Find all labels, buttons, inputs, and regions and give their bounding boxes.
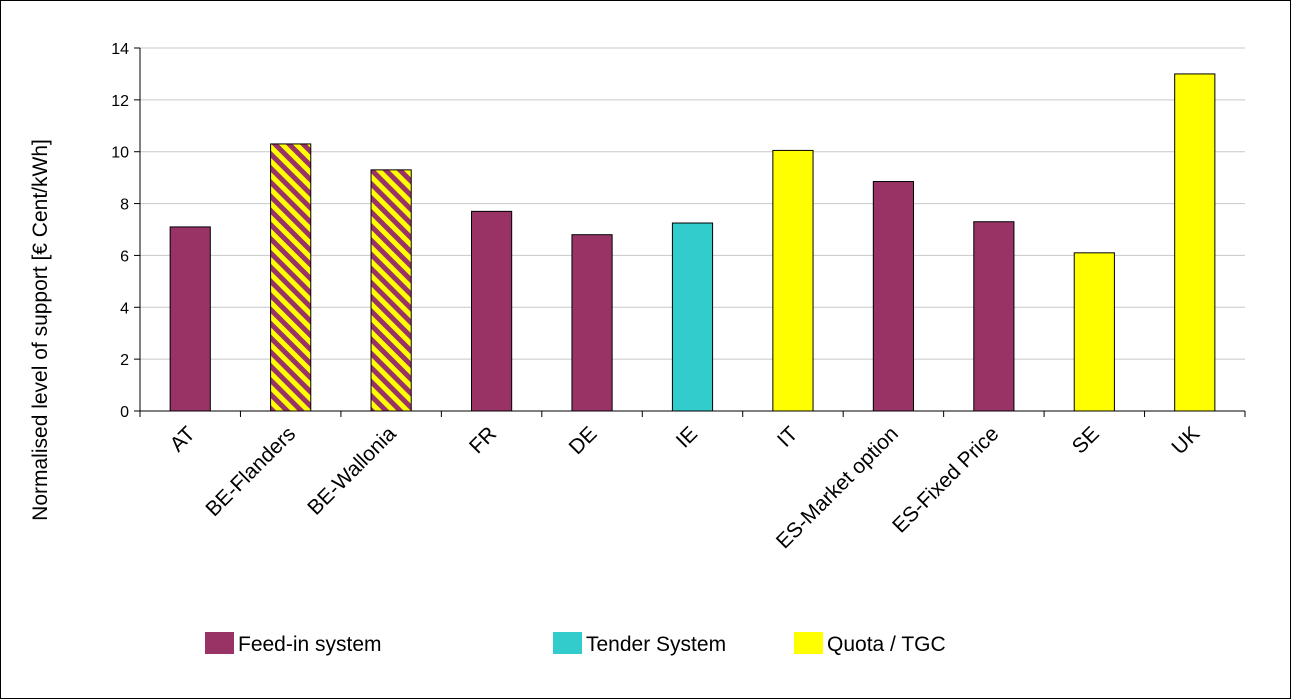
x-tick-label: BE-Wallonia	[303, 422, 401, 520]
bar-se	[1073, 252, 1115, 412]
y-tick-label: 12	[111, 93, 129, 110]
x-tick-label: ES-Fixed Price	[888, 422, 1003, 537]
y-tick-label: 10	[111, 145, 129, 162]
y-tick-label: 0	[120, 404, 129, 421]
y-tick-label: 14	[111, 41, 129, 58]
bar-fr	[471, 210, 513, 412]
x-tick-label: FR	[465, 422, 501, 458]
x-tick-labels: AT BE-Flanders BE-Wallonia FR DE IE ITES-Marke…	[139, 411, 1246, 553]
x-tick-label: UK	[1167, 422, 1204, 459]
bar-it	[772, 149, 814, 412]
y-tick-label: 8	[120, 197, 129, 214]
y-tick-label: 4	[120, 300, 129, 317]
bars	[169, 73, 1216, 412]
y-tick-label: 2	[120, 352, 129, 369]
bar-es-market-option	[872, 181, 914, 412]
legend-label-tender: Tender System	[586, 633, 726, 656]
bar-be-wallonia	[370, 169, 412, 412]
bar-es-fixed-price	[973, 221, 1015, 412]
y-axis-label: Normalised level of support [€ Cent/kWh]	[29, 139, 52, 521]
x-tick-label: IT	[773, 422, 803, 452]
legend: Feed-in system Tender System Quota / TGC	[205, 632, 946, 656]
bar-be-flanders	[270, 143, 312, 412]
x-tick-label: DE	[565, 422, 602, 459]
legend-swatch-quota	[794, 632, 823, 654]
legend-swatch-tender	[553, 632, 582, 654]
bar-ie	[671, 222, 714, 412]
x-tick-label: AT	[166, 422, 200, 456]
y-tick-labels: 0 2 4 6 8 10 12 14	[111, 41, 140, 421]
x-tick-label: BE-Flanders	[201, 422, 300, 521]
legend-label-feed-in: Feed-in system	[238, 633, 382, 656]
gridlines	[140, 47, 1245, 360]
legend-swatch-feed-in	[205, 632, 234, 654]
bar-uk	[1174, 73, 1216, 412]
legend-label-quota: Quota / TGC	[827, 633, 946, 656]
x-tick-label: IE	[672, 422, 702, 452]
x-tick-label: SE	[1068, 422, 1104, 458]
bar-de	[571, 234, 613, 412]
bar-at	[169, 226, 211, 412]
y-tick-label: 6	[120, 248, 129, 265]
